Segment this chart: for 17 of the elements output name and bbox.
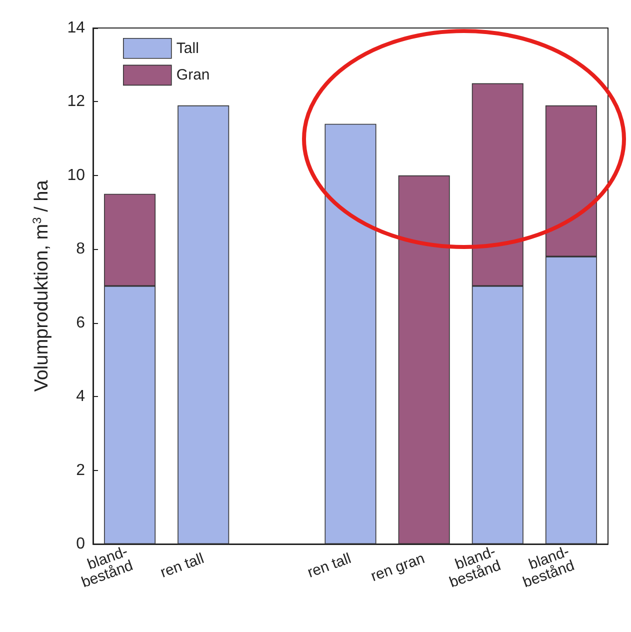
bar bbox=[398, 175, 450, 544]
y-tick-label: 2 bbox=[76, 462, 86, 479]
bar bbox=[178, 105, 230, 544]
bar bbox=[324, 124, 376, 544]
y-tick-label: 4 bbox=[76, 388, 86, 406]
legend-label: Gran bbox=[176, 66, 210, 84]
y-tick-label: 10 bbox=[67, 166, 86, 184]
x-tick-label: ren tall bbox=[158, 550, 206, 582]
y-axis-title: Volumproduktion, m3 / ha bbox=[30, 180, 52, 392]
y-tick-label: 0 bbox=[76, 536, 86, 552]
y-tick-label: 12 bbox=[67, 93, 86, 110]
x-tick-label: ren gran bbox=[368, 550, 427, 586]
y-tick-label: 6 bbox=[76, 314, 86, 332]
legend-label: Tall bbox=[176, 40, 199, 57]
x-tick-label: ren tall bbox=[305, 550, 354, 582]
y-tick-label: 14 bbox=[67, 20, 86, 36]
y-tick-label: 8 bbox=[76, 240, 86, 258]
